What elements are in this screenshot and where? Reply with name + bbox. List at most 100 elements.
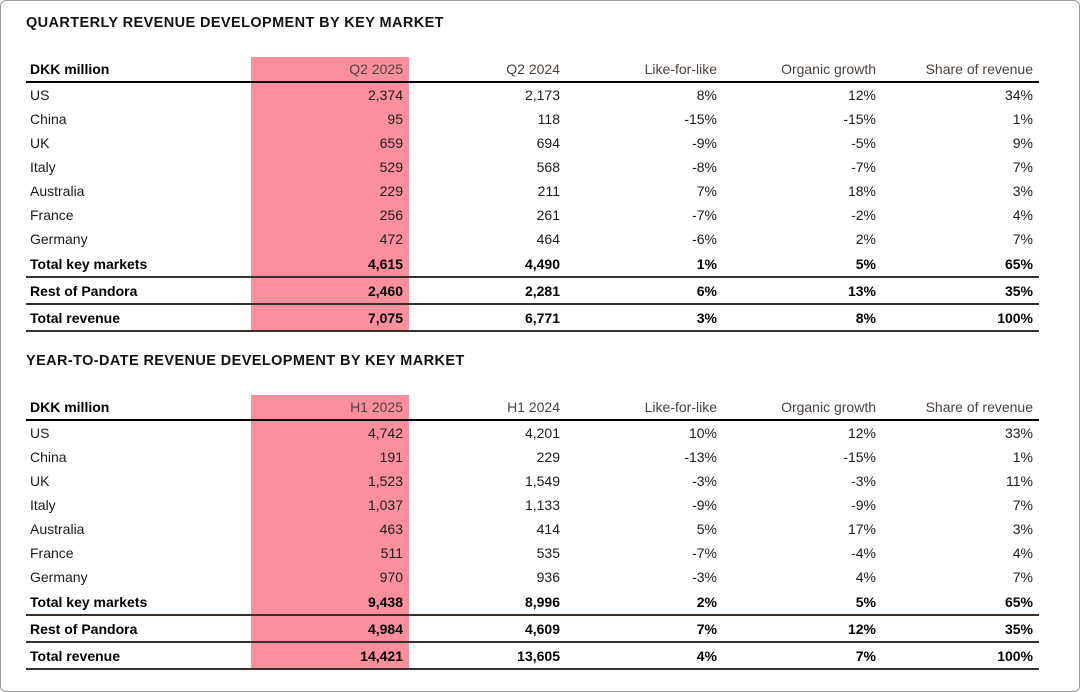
total-row: Total key markets 4,615 4,490 1% 5% 65% <box>26 251 1039 278</box>
value-cell: 2,460 <box>251 277 409 305</box>
total-row: Rest of Pandora 4,984 4,609 7% 12% 35% <box>26 615 1039 643</box>
table-row: Australia 463 414 5% 17% 3% <box>26 517 1039 541</box>
value-cell: 6,771 <box>409 304 566 332</box>
value-cell: -2% <box>851 207 876 223</box>
value-cell: -8% <box>692 159 717 175</box>
table-row: UK 1,523 1,549 -3% -3% 11% <box>26 469 1039 493</box>
value-cell: 229 <box>251 179 409 203</box>
value-cell: 7% <box>1012 497 1033 513</box>
value-cell: 1,549 <box>524 473 560 489</box>
value-cell: -6% <box>692 231 717 247</box>
value-cell: 4,490 <box>409 251 566 278</box>
value-cell: 65% <box>882 589 1039 616</box>
value-cell: 8% <box>696 87 717 103</box>
value-cell: 1,523 <box>251 469 409 493</box>
row-label: Germany <box>30 569 88 585</box>
value-cell: 4% <box>1012 207 1033 223</box>
row-label: UK <box>30 473 50 489</box>
column-header: Share of revenue <box>882 57 1039 83</box>
value-cell: 13% <box>723 277 882 305</box>
column-header: H1 2024 <box>409 395 566 421</box>
value-cell: 7% <box>566 615 723 643</box>
value-cell: 7% <box>1012 231 1033 247</box>
table-row: Germany 970 936 -3% 4% 7% <box>26 565 1039 589</box>
value-cell: -7% <box>851 159 876 175</box>
column-header: Q2 2025 <box>251 57 409 83</box>
value-cell: 18% <box>847 183 876 199</box>
value-cell: 2,374 <box>251 82 409 107</box>
value-cell: 11% <box>1006 473 1033 489</box>
value-cell: 14,421 <box>251 642 409 670</box>
table-row: Italy 1,037 1,133 -9% -9% 7% <box>26 493 1039 517</box>
value-cell: 3% <box>1012 521 1033 537</box>
table-row: US 2,374 2,173 8% 12% 34% <box>26 82 1039 107</box>
row-label: France <box>30 545 74 561</box>
value-cell: 4,609 <box>409 615 566 643</box>
quarterly-revenue-section: QUARTERLY REVENUE DEVELOPMENT BY KEY MAR… <box>26 15 1054 332</box>
value-cell: 659 <box>251 131 409 155</box>
value-cell: 535 <box>536 545 560 561</box>
row-label: China <box>30 111 67 127</box>
value-cell: 256 <box>251 203 409 227</box>
value-cell: 118 <box>537 111 560 127</box>
row-label: Australia <box>30 183 85 199</box>
unit-label-header: DKK million <box>26 57 251 83</box>
column-header: Like-for-like <box>566 57 723 83</box>
value-cell: 7% <box>1012 569 1033 585</box>
value-cell: 100% <box>882 304 1039 332</box>
row-label: US <box>30 87 50 103</box>
ytd-revenue-table: DKK million H1 2025 H1 2024 Like-for-like Or… <box>26 395 1039 670</box>
value-cell: 229 <box>536 449 560 465</box>
value-cell: 6% <box>566 277 723 305</box>
value-cell: 4,615 <box>251 251 409 278</box>
table-row: China 191 229 -13% -15% 1% <box>26 445 1039 469</box>
value-cell: 1,133 <box>524 497 560 513</box>
value-cell: 8,996 <box>409 589 566 616</box>
value-cell: 12% <box>847 425 876 441</box>
value-cell: 9% <box>1012 135 1033 151</box>
value-cell: -7% <box>692 207 717 223</box>
value-cell: -9% <box>692 497 717 513</box>
value-cell: 1% <box>1012 449 1033 465</box>
value-cell: 3% <box>566 304 723 332</box>
value-cell: 12% <box>847 87 876 103</box>
value-cell: -3% <box>692 473 717 489</box>
value-cell: -15% <box>684 111 717 127</box>
value-cell: 2,281 <box>409 277 566 305</box>
value-cell: -9% <box>851 497 876 513</box>
value-cell: 5% <box>696 521 717 537</box>
row-label: China <box>30 449 67 465</box>
value-cell: 13,605 <box>409 642 566 670</box>
unit-label-header: DKK million <box>26 395 251 421</box>
table-row: US 4,742 4,201 10% 12% 33% <box>26 420 1039 445</box>
value-cell: 936 <box>536 569 560 585</box>
value-cell: 4,201 <box>524 425 560 441</box>
value-cell: -9% <box>692 135 717 151</box>
table-row: France 511 535 -7% -4% 4% <box>26 541 1039 565</box>
value-cell: 694 <box>536 135 560 151</box>
value-cell: 5% <box>723 251 882 278</box>
row-label: Total revenue <box>26 642 251 670</box>
table-row: UK 659 694 -9% -5% 9% <box>26 131 1039 155</box>
table-row: Italy 529 568 -8% -7% 7% <box>26 155 1039 179</box>
value-cell: 7% <box>1012 159 1033 175</box>
table-row: China 95 118 -15% -15% 1% <box>26 107 1039 131</box>
value-cell: 511 <box>251 541 409 565</box>
value-cell: -13% <box>684 449 717 465</box>
total-row: Total key markets 9,438 8,996 2% 5% 65% <box>26 589 1039 616</box>
value-cell: 8% <box>723 304 882 332</box>
value-cell: -7% <box>692 545 717 561</box>
value-cell: 2% <box>855 231 876 247</box>
value-cell: 2,173 <box>524 87 560 103</box>
value-cell: 35% <box>882 615 1039 643</box>
value-cell: 3% <box>1012 183 1033 199</box>
value-cell: 4,742 <box>251 420 409 445</box>
value-cell: -5% <box>851 135 876 151</box>
column-header: Organic growth <box>723 395 882 421</box>
table-header-row: DKK million H1 2025 H1 2024 Like-for-like Or… <box>26 395 1039 421</box>
value-cell: -15% <box>843 449 876 465</box>
row-label: France <box>30 207 74 223</box>
value-cell: 7,075 <box>251 304 409 332</box>
value-cell: 463 <box>251 517 409 541</box>
